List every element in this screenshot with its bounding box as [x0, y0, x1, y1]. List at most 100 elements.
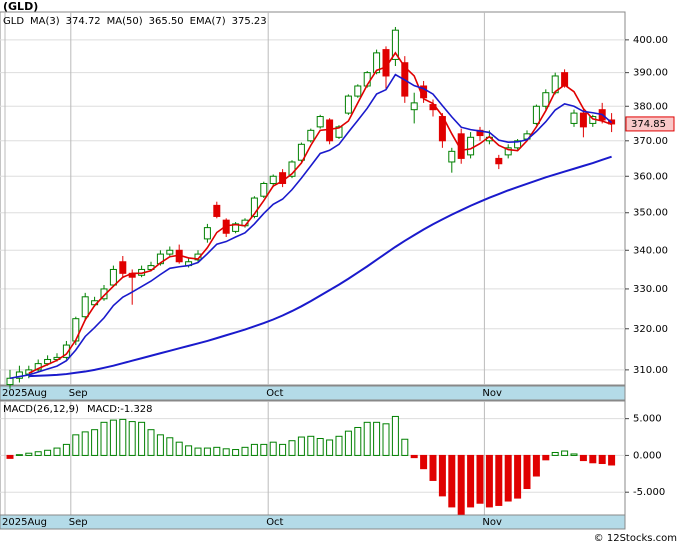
histogram-bar — [260, 443, 268, 456]
date-band — [0, 514, 626, 530]
histogram-bar — [91, 429, 99, 456]
y-tick-label: 360.00 — [633, 171, 668, 182]
histogram-bar — [15, 454, 23, 456]
y-tick-label: 340.00 — [633, 245, 668, 256]
histogram-bar — [382, 423, 390, 456]
candle-body — [344, 95, 352, 114]
plot-area — [0, 400, 626, 516]
line-1 — [28, 155, 612, 378]
candle-body — [561, 72, 569, 87]
candle-body — [269, 175, 277, 184]
candle-body — [109, 268, 117, 286]
histogram-bar — [194, 447, 202, 456]
y-tick-label: 320.00 — [633, 324, 668, 335]
histogram-bar — [138, 421, 146, 456]
histogram-bar — [175, 441, 183, 456]
histogram-bar — [166, 437, 174, 456]
histogram-bar — [429, 454, 437, 481]
plot-area — [0, 11, 626, 386]
x-tick-label: Nov — [482, 517, 502, 528]
y-tick-label: 5.000 — [633, 414, 662, 425]
y-tick-label: -5.000 — [633, 487, 665, 498]
histogram-bar — [185, 445, 193, 456]
legend-symbol: GLD — [3, 16, 24, 27]
candle-body — [532, 105, 540, 124]
legend-value: 375.23 — [232, 16, 267, 27]
candle-body — [62, 344, 70, 358]
histogram-bar — [222, 448, 230, 456]
x-tick-label: Oct — [266, 517, 283, 528]
histogram-bar — [532, 454, 540, 477]
histogram-bar — [467, 454, 475, 508]
histogram-bar — [589, 454, 597, 464]
histogram-bar — [476, 454, 484, 504]
macd-value: MACD:-1.328 — [87, 404, 153, 415]
candle-body — [166, 249, 174, 255]
histogram-bar — [504, 454, 512, 502]
candle-body — [570, 112, 578, 124]
x-tick-label: 2025Aug — [2, 388, 47, 399]
candle-body — [297, 143, 305, 161]
histogram-bar — [410, 454, 418, 459]
candle-body — [504, 147, 512, 156]
line-0 — [28, 51, 612, 374]
histogram-bar — [551, 451, 559, 456]
histogram-bar — [354, 426, 362, 456]
candle-body — [335, 126, 343, 138]
candle-body — [410, 102, 418, 111]
y-tick-label: 400.00 — [633, 35, 668, 46]
candle-body — [579, 112, 587, 128]
x-tick-label: Oct — [266, 388, 283, 399]
candle-body — [448, 150, 456, 163]
histogram-bar — [438, 454, 446, 497]
histogram-bar — [288, 440, 296, 456]
y-tick-label: 350.00 — [633, 208, 668, 219]
histogram-bar — [6, 454, 14, 459]
chart-title: (GLD) — [3, 0, 38, 13]
y-tick-label: 380.00 — [633, 101, 668, 112]
histogram-bar — [523, 454, 531, 490]
histogram-bar — [373, 421, 381, 456]
candle-body — [260, 182, 268, 197]
candle-body — [373, 52, 381, 74]
candle-body — [213, 204, 221, 217]
histogram-bar — [514, 454, 522, 499]
candle-body — [326, 119, 334, 142]
candle-body — [81, 296, 89, 318]
histogram-bar — [44, 449, 52, 456]
histogram-bar — [363, 421, 371, 456]
histogram-bar — [62, 443, 70, 456]
candle-body — [307, 129, 315, 142]
y-tick-label: 330.00 — [633, 284, 668, 295]
histogram-bar — [81, 431, 89, 456]
histogram-bar — [608, 454, 616, 466]
candle-body — [100, 288, 108, 300]
y-tick-label: 310.00 — [633, 365, 668, 376]
histogram-bar — [72, 434, 80, 456]
histogram-bar — [579, 454, 587, 462]
histogram-bar — [128, 421, 136, 456]
x-tick-label: Nov — [482, 388, 502, 399]
histogram-bar — [542, 454, 550, 461]
histogram-bar — [156, 434, 164, 456]
histogram-bar — [420, 454, 428, 470]
histogram-bar — [570, 453, 578, 456]
legend-value: 365.50 — [149, 16, 184, 27]
y-tick-label: 0.000 — [633, 450, 662, 461]
last-price-box — [625, 116, 675, 132]
candle-body — [203, 227, 211, 240]
candle-body — [6, 377, 14, 386]
histogram-bar — [241, 446, 249, 456]
candle-body — [467, 136, 475, 156]
y-tick-label: 390.00 — [633, 68, 668, 79]
histogram-bar — [34, 451, 42, 456]
histogram-bar — [213, 446, 221, 456]
x-tick-label: Sep — [69, 388, 88, 399]
candle-body — [514, 140, 522, 149]
line-2 — [9, 73, 613, 380]
y-tick-label: 370.00 — [633, 136, 668, 147]
histogram-bar — [457, 454, 465, 515]
legend-name: EMA(7) — [190, 16, 226, 27]
legend-name: MA(3) — [30, 16, 60, 27]
